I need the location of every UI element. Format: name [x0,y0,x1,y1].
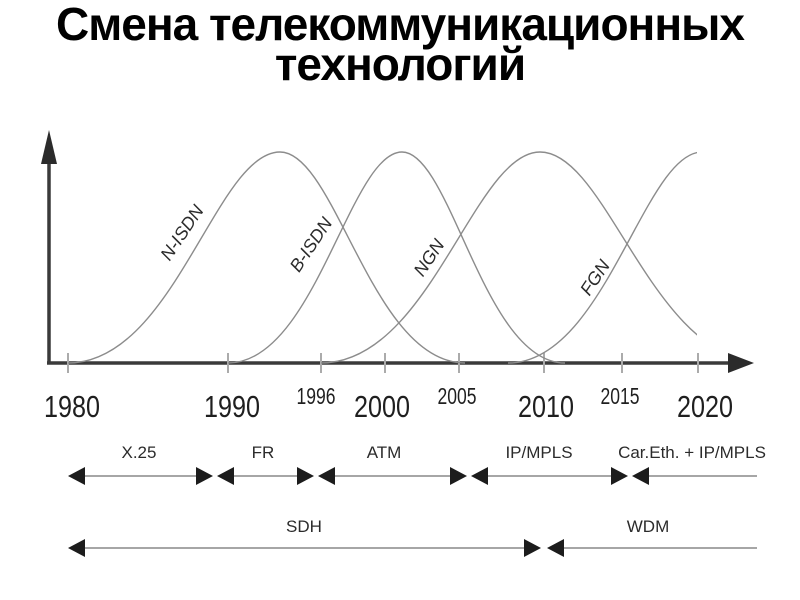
timeline-label-ipmpls: IP/MPLS [505,443,572,462]
arrowhead-right-icon [611,467,628,485]
timeline-label-careth-ipmpls: Car.Eth. + IP/MPLS [618,443,766,462]
year-label-1996: 1996 [297,383,336,409]
arrowhead-left-icon [632,467,649,485]
timeline-label-wdm: WDM [627,517,669,536]
timeline-label-sdh: SDH [286,517,322,536]
year-label-2010: 2010 [518,389,574,424]
page-title: Смена телекоммуникационных технологий [0,0,800,90]
b-isdn-curve-label: B-ISDN [286,213,337,276]
page-title-line2: технологий [274,38,526,90]
arrowhead-right-icon [450,467,467,485]
fgn-curve [507,152,697,364]
year-label-2005: 2005 [438,383,477,409]
year-label-2000: 2000 [354,389,410,424]
timeline-label-atm: ATM [367,443,402,462]
arrowhead-right-icon [297,467,314,485]
curves [67,151,697,364]
arrowhead-left-icon [471,467,488,485]
arrowhead-left-icon [318,467,335,485]
ngn-curve-label: NGN [410,235,450,280]
year-label-2020: 2020 [677,389,733,424]
timeline-row-transport: SDH WDM [68,517,757,557]
arrowhead-left-icon [547,539,564,557]
arrowhead-left-icon [68,467,85,485]
b-isdn-curve [227,151,566,364]
year-label-1990: 1990 [204,389,260,424]
timeline-label-x25: X.25 [122,443,157,462]
timeline-label-fr: FR [252,443,275,462]
y-axis-arrowhead-icon [41,130,57,164]
arrowhead-left-icon [68,539,85,557]
arrowhead-right-icon [196,467,213,485]
page-title-line1: Смена телекоммуникационных [56,0,745,50]
arrowhead-right-icon [524,539,541,557]
year-label-2015: 2015 [601,383,640,409]
ngn-curve [320,151,697,364]
x-axis-arrowhead-icon [728,353,754,373]
timeline-row-packet: X.25 FR ATM IP/MPLS Car.Eth. + IP/MPLS [68,443,766,485]
year-label-1980: 1980 [44,389,100,424]
x-axis-year-labels: 1980 1990 1996 2000 2005 2010 2015 2020 [44,383,733,424]
n-isdn-curve-label: N-ISDN [156,201,208,264]
arrowhead-left-icon [217,467,234,485]
n-isdn-curve [67,151,466,364]
